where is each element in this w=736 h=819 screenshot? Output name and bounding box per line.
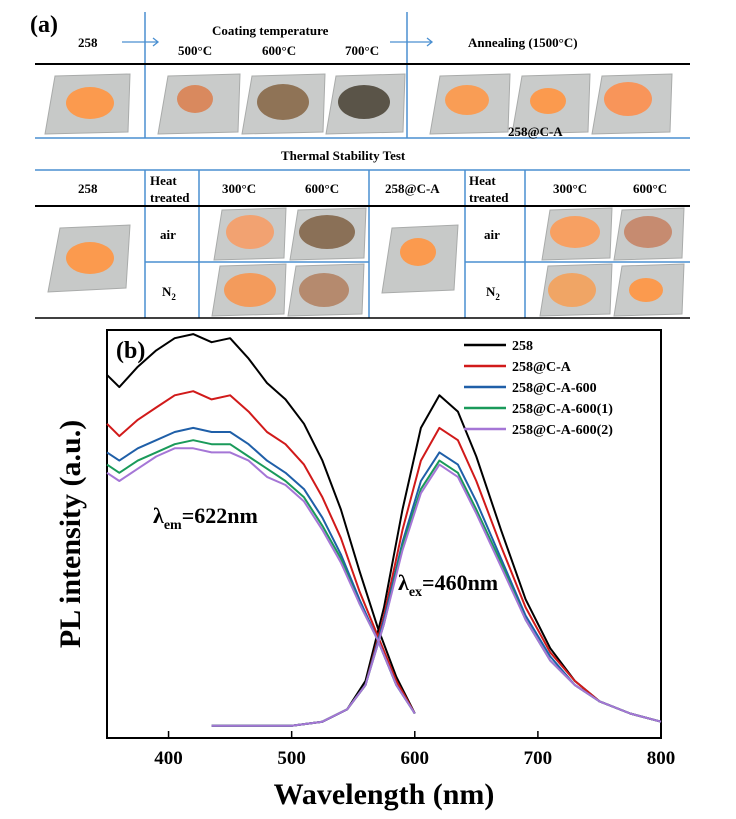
treated-label-left: treated (150, 190, 190, 205)
sample-photo-annealed-1 (429, 73, 511, 135)
thermal-photo-258ca-n2-300 (539, 263, 613, 317)
heat-label-right: Heat (469, 173, 496, 188)
series-2-excitation-line (106, 426, 416, 715)
x-axis-title: Wavelength (nm) (274, 778, 495, 811)
series-0-excitation-line (106, 333, 416, 714)
panel-b-pl-chart: (b) 400 500 600 700 800 258 258@C-A 258@C-A-60… (54, 329, 675, 811)
legend: 258 258@C-A 258@C-A-600 258@C-A-600(1) 258@C… (464, 339, 613, 438)
series-0-emission-line (211, 394, 662, 727)
x-axis-ticks: 400 500 600 700 800 (154, 731, 675, 769)
coating-temperature-label: Coating temperature (212, 23, 329, 38)
t300-label-right: 300°C (553, 181, 587, 196)
thermal-photo-258-air-600 (289, 207, 367, 261)
sample-photo-258 (44, 73, 131, 135)
x-tick-label-700: 700 (524, 748, 553, 769)
thermal-photo-258 (47, 224, 131, 293)
heat-label-left: Heat (150, 173, 177, 188)
pl-curves (106, 333, 662, 727)
thermal-photo-258ca-n2-600 (613, 263, 685, 317)
sample-photo-annealed-3 (591, 73, 673, 135)
plot-frame (106, 329, 662, 739)
series-4-emission-line (211, 463, 662, 727)
arrow-to-coating (122, 37, 160, 47)
legend-label-4: 258@C-A-600(2) (512, 423, 613, 438)
legend-label-2: 258@C-A-600 (512, 381, 597, 396)
panel-a-sample-table: (a) 258 Coating temperature 500°C 600°C … (30, 12, 690, 319)
x-tick-label-800: 800 (647, 748, 676, 769)
series-4-excitation-line (106, 447, 416, 715)
thermal-stability-title: Thermal Stability Test (281, 148, 406, 163)
thermal-table-lines (144, 170, 690, 318)
annealed-caption: 258@C-A (508, 124, 563, 139)
thermal-photo-258ca-air-300 (541, 207, 613, 261)
em-annotation: λem=622nm (153, 503, 258, 533)
t600-label-right: 600°C (633, 181, 667, 196)
legend-label-3: 258@C-A-600(1) (512, 402, 613, 417)
coating-500-label: 500°C (178, 43, 212, 58)
panel-a-label: (a) (30, 12, 58, 38)
air-label-left: air (160, 227, 176, 242)
x-tick-label-500: 500 (277, 748, 306, 769)
y-axis-title: PL intensity (a.u.) (54, 420, 87, 648)
n2-label-left: N2 (162, 284, 176, 302)
sample-photo-600c (241, 73, 326, 135)
sample-photo-annealed-2 (511, 73, 591, 135)
thermal-right-sample: 258@C-A (385, 181, 440, 196)
top-col-258: 258 (78, 35, 98, 50)
t300-label-left: 300°C (222, 181, 256, 196)
thermal-photo-258ca (381, 224, 459, 294)
top-table-lines (35, 12, 690, 171)
thermal-photo-258ca-air-600 (613, 207, 685, 261)
legend-label-1: 258@C-A (512, 360, 572, 375)
panel-b-label: (b) (116, 338, 145, 364)
coating-700-label: 700°C (345, 43, 379, 58)
thermal-photo-258-air-300 (213, 207, 287, 261)
sample-photo-500c (157, 73, 241, 135)
x-tick-label-400: 400 (154, 748, 183, 769)
coating-600-label: 600°C (262, 43, 296, 58)
sample-photo-700c (325, 73, 406, 135)
thermal-left-sample: 258 (78, 181, 98, 196)
series-1-excitation-line (106, 390, 416, 714)
t600-label-left: 600°C (305, 181, 339, 196)
legend-label-0: 258 (512, 339, 533, 354)
thermal-photo-258-n2-600 (287, 263, 365, 317)
annealing-label: Annealing (1500°C) (468, 35, 578, 50)
thermal-photo-258-n2-300 (211, 263, 287, 317)
ex-annotation: λex=460nm (398, 570, 498, 600)
arrow-to-annealing (390, 37, 434, 47)
n2-label-right: N2 (486, 284, 500, 302)
treated-label-right: treated (469, 190, 509, 205)
air-label-right: air (484, 227, 500, 242)
x-tick-label-600: 600 (401, 748, 430, 769)
